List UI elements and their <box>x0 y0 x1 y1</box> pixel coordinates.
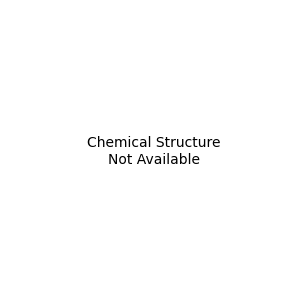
Text: Chemical Structure
Not Available: Chemical Structure Not Available <box>87 136 220 166</box>
